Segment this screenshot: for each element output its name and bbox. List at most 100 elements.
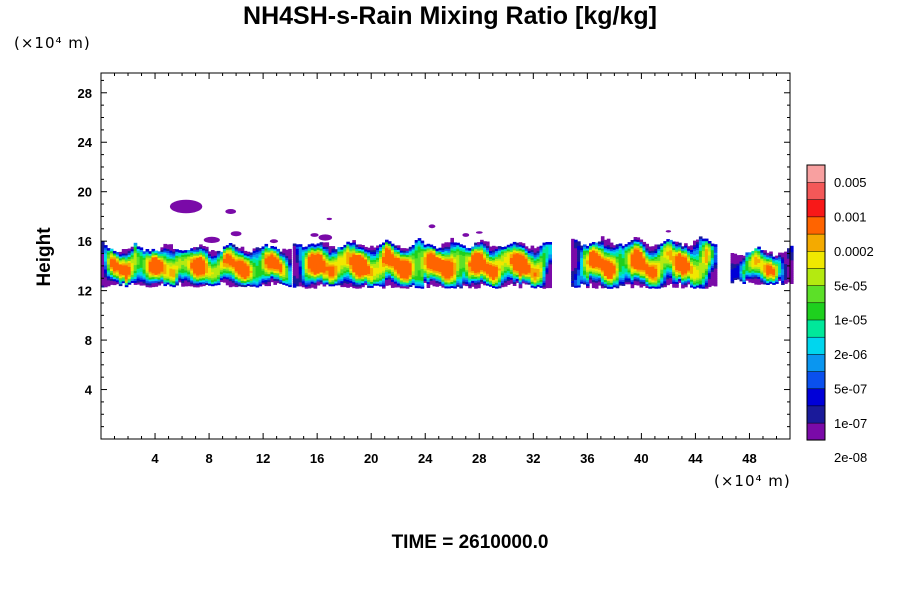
contour-cell (288, 270, 292, 274)
contour-cell (228, 284, 233, 288)
contour-cell (216, 276, 221, 280)
contour-cell (178, 271, 182, 275)
contour-cell (548, 253, 552, 257)
contour-cell (441, 245, 445, 249)
contour-cell (627, 263, 632, 267)
contour-cell (393, 261, 398, 264)
contour-cell (106, 256, 111, 259)
contour-cell (252, 276, 257, 279)
contour-cell (355, 266, 359, 269)
contour-cell (477, 281, 481, 285)
contour-cell (205, 278, 209, 281)
contour-cell (693, 246, 697, 250)
contour-cell (690, 247, 694, 250)
contour-cell (160, 271, 164, 274)
contour-cell (172, 270, 176, 274)
contour-cell (361, 284, 365, 288)
contour-cell (651, 246, 655, 249)
contour-cell (352, 269, 356, 273)
contour-cell (586, 281, 590, 285)
legend-frame (806, 164, 826, 441)
contour-cell (264, 265, 269, 269)
contour-cell (678, 268, 682, 271)
contour-cell (624, 260, 629, 263)
contour-cell (657, 286, 661, 289)
contour-cell (600, 261, 605, 265)
contour-cell (142, 267, 147, 270)
contour-cell (474, 272, 478, 275)
contour-cell (109, 274, 114, 277)
contour-cell (295, 272, 300, 275)
contour-cell (349, 266, 353, 270)
contour-cell (136, 260, 141, 263)
contour-cell (474, 252, 478, 256)
contour-cell (474, 250, 478, 254)
contour-cell (633, 262, 638, 266)
contour-cell (282, 272, 286, 275)
contour-cell (489, 284, 493, 287)
contour-cell (334, 261, 338, 264)
contour-cell (282, 276, 286, 279)
contour-cell (255, 277, 260, 280)
contour-cell (633, 248, 638, 252)
contour-cell (633, 250, 638, 254)
contour-cell (276, 248, 280, 252)
contour-cell (453, 256, 457, 259)
contour-cell (654, 264, 658, 267)
y-tick-label: 8 (85, 333, 92, 348)
contour-cell (231, 272, 236, 275)
contour-cell (136, 268, 141, 271)
contour-cell (657, 278, 661, 281)
contour-cell (282, 278, 286, 281)
contour-cell (157, 263, 162, 266)
contour-cell (730, 274, 735, 278)
contour-cell (373, 271, 377, 274)
contour-cell (630, 285, 635, 289)
contour-cell (459, 270, 463, 273)
contour-cell (376, 251, 380, 254)
contour-cell (234, 252, 239, 256)
contour-cell (669, 251, 673, 255)
contour-cell (618, 259, 623, 262)
contour-cell (222, 272, 227, 275)
contour-cell (133, 278, 138, 281)
contour-cell (438, 269, 443, 272)
contour-cell (645, 269, 649, 273)
contour-cell (349, 264, 353, 268)
contour-cell (459, 285, 463, 289)
contour-cell (219, 273, 224, 277)
contour-cell (663, 266, 667, 270)
contour-cell (178, 254, 182, 257)
contour-cell (672, 265, 676, 268)
contour-cell (205, 252, 209, 256)
contour-cell (597, 247, 602, 250)
contour-cell (190, 248, 194, 251)
contour-cell (539, 257, 544, 261)
contour-cell (571, 262, 575, 266)
contour-cell (681, 285, 685, 289)
contour-cell (199, 256, 203, 259)
contour-cell (672, 249, 676, 253)
contour-cell (316, 261, 321, 264)
contour-cell (148, 277, 153, 280)
contour-cell (497, 246, 502, 249)
contour-cell (426, 285, 431, 288)
contour-cell (684, 266, 688, 270)
contour-cell (648, 252, 652, 255)
contour-cell (109, 258, 114, 262)
contour-cell (343, 270, 347, 274)
contour-cell (707, 272, 712, 276)
contour-cell (435, 272, 440, 275)
contour-cell (591, 281, 596, 285)
contour-cell (133, 274, 138, 277)
contour-cell (136, 266, 141, 269)
contour-cell (489, 248, 493, 252)
contour-cell (393, 271, 398, 274)
contour-cell (240, 284, 245, 287)
contour-cell (657, 250, 661, 253)
contour-cell (453, 244, 457, 247)
contour-cell (301, 282, 306, 286)
contour-cell (447, 272, 451, 275)
contour-cell (757, 258, 761, 262)
contour-cell (666, 278, 670, 282)
